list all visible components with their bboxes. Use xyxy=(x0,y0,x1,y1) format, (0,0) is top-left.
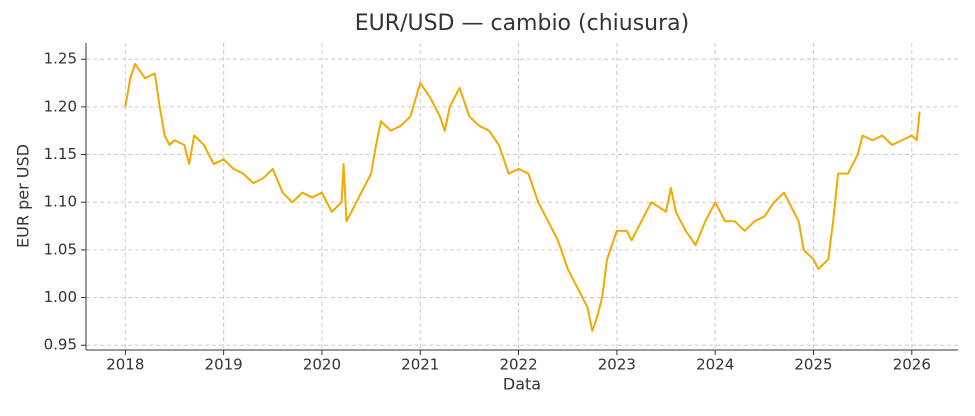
chart-title: EUR/USD — cambio (chiusura) xyxy=(355,11,689,36)
x-tick-label: 2026 xyxy=(893,356,931,374)
y-tick-label: 0.95 xyxy=(44,336,77,354)
x-tick-label: 2025 xyxy=(794,356,832,374)
y-tick-label: 1.25 xyxy=(44,50,77,68)
y-tick-label: 1.20 xyxy=(44,97,77,115)
x-tick-label: 2019 xyxy=(205,356,243,374)
x-axis-label: Data xyxy=(503,375,541,394)
x-tick-label: 2021 xyxy=(401,356,439,374)
x-tick-label: 2022 xyxy=(499,356,537,374)
y-axis-label: EUR per USD xyxy=(14,144,33,248)
y-tick-label: 1.10 xyxy=(44,193,77,211)
y-tick-label: 1.15 xyxy=(44,145,77,163)
y-tick-label: 1.00 xyxy=(44,288,77,306)
x-tick-label: 2018 xyxy=(106,356,144,374)
y-tick-label: 1.05 xyxy=(44,240,77,258)
x-tick-label: 2023 xyxy=(598,356,636,374)
x-tick-label: 2024 xyxy=(696,356,734,374)
line xyxy=(124,62,921,332)
x-tick-label: 2020 xyxy=(303,356,341,374)
